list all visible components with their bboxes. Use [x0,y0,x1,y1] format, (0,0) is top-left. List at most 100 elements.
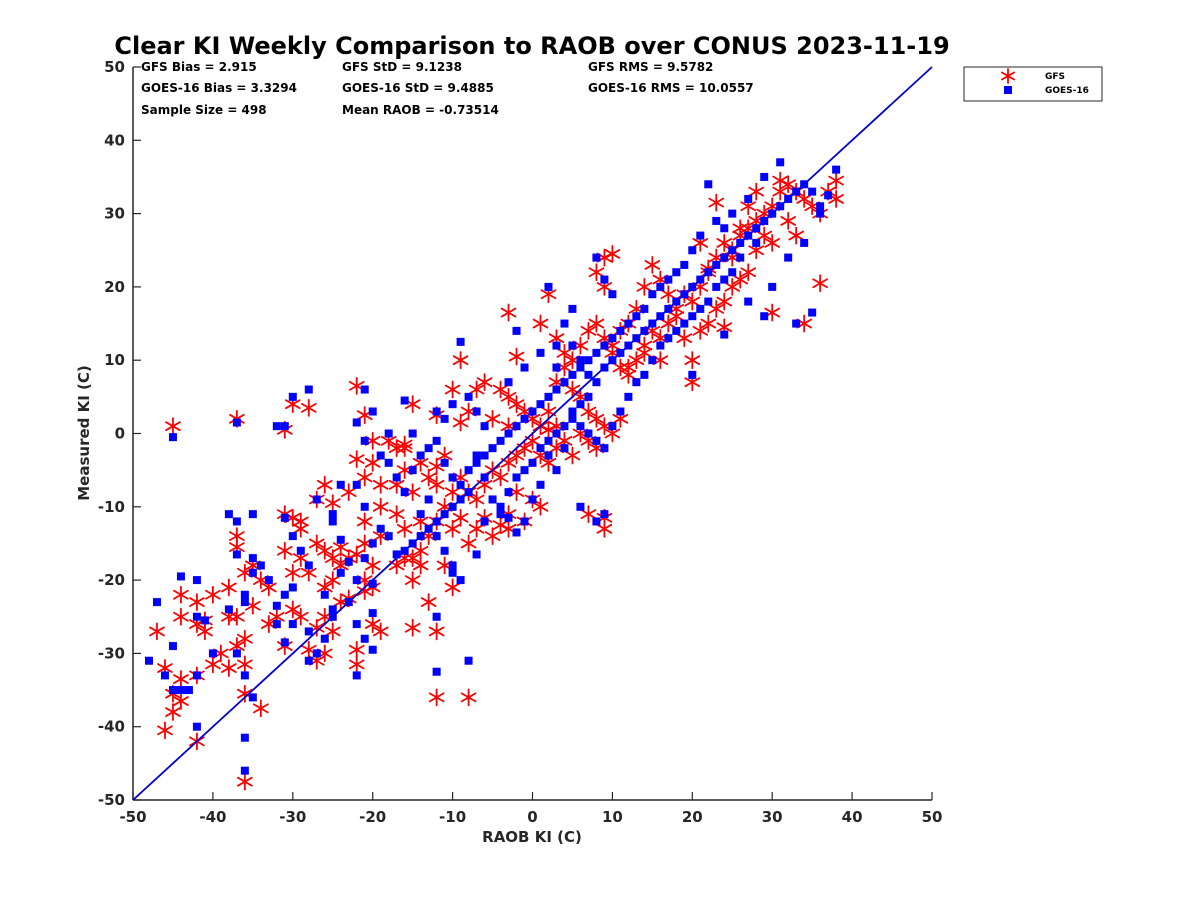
goes16-point [672,326,681,335]
gfs-point [812,274,828,293]
gfs-point [348,450,365,469]
goes16-point [544,282,553,291]
goes16-point [712,216,721,225]
goes16-point [600,444,609,453]
goes16-point [592,253,601,262]
y-tick-label: -40 [98,718,125,736]
goes16-point [752,224,761,233]
gfs-point [388,505,405,524]
goes16-point [368,407,377,416]
goes16-point [616,348,625,357]
goes16-point [552,363,561,372]
goes16-point [480,422,489,431]
goes16-point [272,422,281,431]
gfs-point [660,285,677,304]
goes16-point [312,495,321,504]
goes16-point [648,319,657,328]
gfs-point [428,475,445,494]
stat-label: GFS RMS = 9.5782 [588,60,713,74]
goes16-point [360,502,369,511]
goes16-point [416,510,425,519]
goes16-point [368,609,377,618]
goes16-point [144,656,153,665]
goes16-point [728,209,737,218]
gfs-point [596,519,613,538]
goes16-point [344,557,353,566]
goes16-point [352,620,361,629]
goes16-point [536,444,545,453]
goes16-point [704,297,713,306]
x-tick-label: 30 [762,808,783,826]
goes16-point [664,275,673,284]
stat-label: GOES-16 Bias = 3.3294 [141,81,297,95]
goes16-point [400,488,409,497]
goes16-point [520,414,529,423]
goes16-point [504,513,513,522]
goes16-point [776,158,785,167]
gfs-point [444,380,461,399]
gfs-point [173,585,189,604]
gfs-point [364,615,381,633]
goes16-point [408,466,417,475]
gfs-point [460,688,477,707]
goes16-point [472,458,481,467]
gfs-point [412,556,429,575]
legend-box [963,66,1103,102]
gfs-point [556,343,573,362]
gfs-point [165,703,181,721]
goes16-point [304,561,313,570]
goes16-point [360,554,369,563]
gfs-point [324,494,341,513]
goes16-point [712,282,721,291]
gfs-point [756,226,773,245]
legend-label-gfs: GFS [1045,72,1065,82]
goes16-point [632,378,641,387]
goes16-point [640,370,649,379]
y-tick-label: -30 [98,644,125,662]
goes16-point [600,341,609,350]
goes16-point [232,517,241,526]
goes16-point [696,304,705,313]
gfs-point [492,468,509,487]
goes16-point [248,510,257,519]
goes16-point [504,378,513,387]
goes16-point [176,572,185,581]
goes16-point [600,510,609,519]
x-tick-label: -20 [359,808,386,826]
goes16-point [448,502,457,511]
goes16-point [336,568,345,577]
goes16-point [176,686,185,695]
gfs-point [476,373,493,392]
goes16-point [576,363,585,372]
goes16-point [576,400,585,409]
goes16-point [448,561,457,570]
goes16-point [688,370,697,379]
gfs-point [324,622,341,641]
gfs-point [708,299,725,318]
goes16-point [632,312,641,321]
gfs-point [173,670,189,688]
goes16-point [264,576,273,585]
x-tick-label: -50 [119,808,146,826]
goes16-point [320,590,329,599]
x-tick-label: -40 [199,808,226,826]
goes16-point [328,517,337,526]
goes16-point [240,733,249,742]
goes16-point [528,458,537,467]
goes16-point [832,165,841,174]
goes16-point [520,517,529,526]
goes16-point [528,495,537,504]
gfs-point [356,468,373,487]
goes16-point [424,444,433,453]
goes16-point [512,326,521,335]
goes16-point [456,337,465,346]
goes16-point [472,451,481,460]
goes16-point [496,510,505,519]
goes16-point [512,422,521,431]
gfs-point [205,655,221,674]
goes16-point [208,649,217,658]
goes16-point [288,620,297,629]
gfs-point [452,351,469,370]
gfs-point [708,193,725,212]
goes16-point [416,532,425,541]
